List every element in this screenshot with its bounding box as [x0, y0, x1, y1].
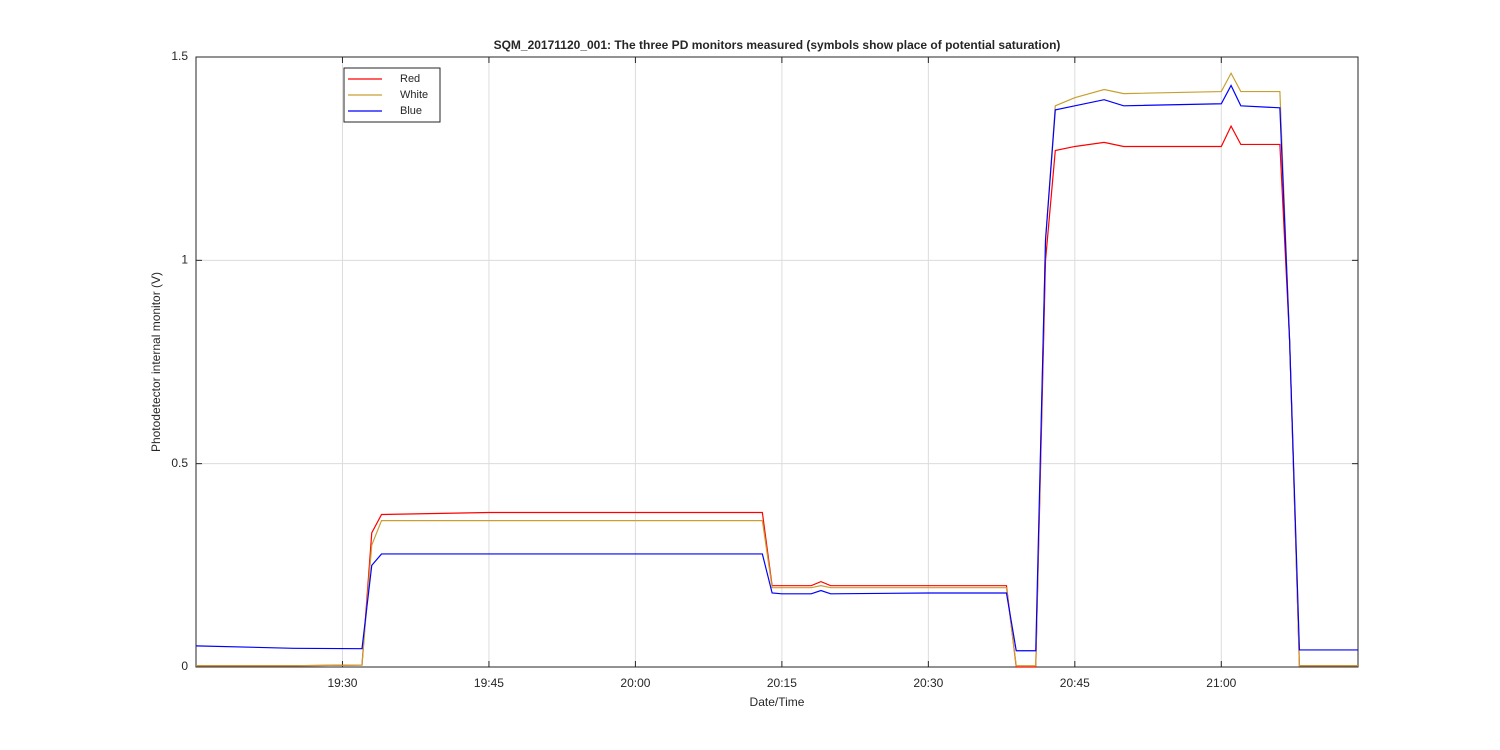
x-tick-label: 20:00	[620, 676, 650, 690]
data-line	[196, 71, 1358, 667]
axes-box	[195, 56, 1359, 668]
y-tick-label: 1	[181, 253, 188, 267]
legend-label: Red	[400, 73, 420, 85]
chart-title: SQM_20171120_001: The three PD monitors …	[494, 38, 1061, 52]
y-tick-label: 0	[181, 659, 188, 673]
y-axis-label: Photodetector internal monitor (V)	[149, 272, 163, 452]
x-tick-label: 20:45	[1060, 676, 1090, 690]
x-axis-label: Date/Time	[750, 695, 805, 709]
data-line	[196, 124, 1358, 668]
y-tick-label: 0.5	[171, 456, 188, 470]
x-tick-label: 19:45	[474, 676, 504, 690]
y-tick-label: 1.5	[171, 49, 188, 63]
x-tick-label: 19:30	[327, 676, 357, 690]
legend-label: White	[400, 89, 428, 101]
x-tick-label: 21:00	[1206, 676, 1236, 690]
x-tick-label: 20:15	[767, 676, 797, 690]
data-line	[195, 84, 1358, 652]
legend-label: Blue	[400, 105, 422, 117]
x-tick-label: 20:30	[913, 676, 943, 690]
